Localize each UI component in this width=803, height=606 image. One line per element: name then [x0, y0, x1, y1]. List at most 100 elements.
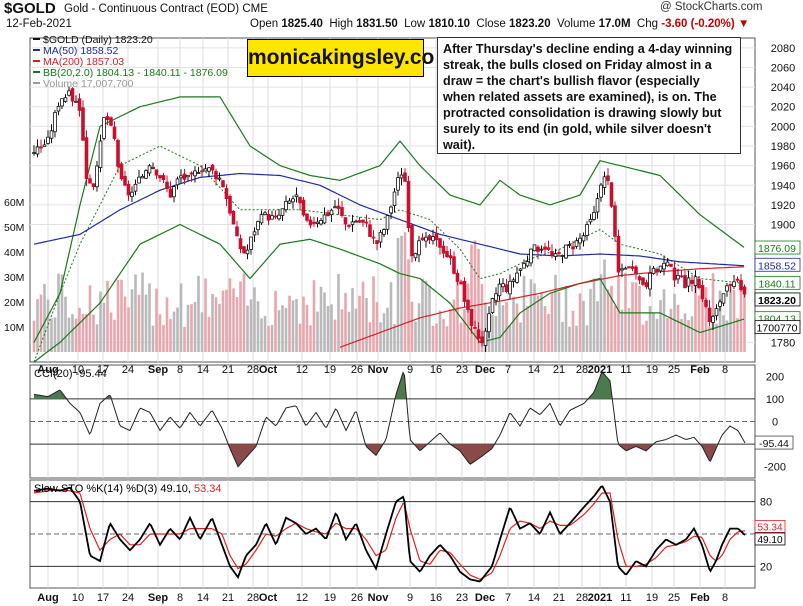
volume-bar	[599, 274, 603, 352]
volume-bar	[417, 303, 421, 352]
sto-value-box	[754, 519, 786, 533]
legend-swatch	[33, 71, 40, 73]
volume-bar	[298, 323, 302, 352]
cci-oversold-fill	[451, 444, 495, 465]
candle-body	[581, 235, 586, 242]
candle-body	[147, 165, 152, 174]
candle-body	[263, 212, 267, 216]
volume-bar	[235, 297, 239, 352]
volume-bar	[431, 325, 435, 352]
volume-bar	[326, 305, 330, 352]
x-tick-label-price: Sep	[148, 364, 168, 376]
candle-body	[305, 213, 309, 221]
volume-bar	[403, 232, 407, 352]
volume-bar	[407, 259, 410, 352]
volume-bar	[718, 290, 722, 352]
candle-body	[154, 169, 159, 176]
sto-value-label: 49.10	[757, 535, 782, 546]
volume-bar	[46, 299, 50, 352]
x-tick-label-price: Oct	[259, 364, 278, 376]
volume-bar	[435, 323, 438, 352]
volume-bar	[557, 292, 561, 352]
volume-bar	[382, 313, 386, 352]
x-tick-label-price: 10	[72, 364, 84, 376]
volume-bar	[585, 325, 589, 352]
volume-bar	[36, 299, 39, 352]
candle-body	[46, 136, 50, 144]
x-tick-label-bottom: 17	[97, 592, 109, 604]
volume-bar	[610, 285, 613, 352]
x-tick-label-price: 28	[247, 364, 259, 376]
candle-body	[133, 183, 138, 192]
x-tick-label-bottom: 19	[324, 592, 336, 604]
candle-body	[200, 170, 204, 173]
volume-bar	[564, 285, 568, 352]
volume-bar	[592, 278, 596, 352]
x-tick-label-bottom: 10	[72, 592, 84, 604]
candle-body	[711, 315, 715, 323]
volume-bar	[421, 278, 424, 352]
volume-bar	[284, 308, 288, 352]
volume-bar	[459, 322, 463, 352]
candle-body	[697, 278, 701, 289]
candle-body	[84, 137, 89, 180]
x-tick-label-bottom: Dec	[475, 592, 495, 604]
volume-bar	[249, 299, 253, 352]
sto-title-part: 53.34	[194, 483, 222, 495]
candle-body	[574, 240, 579, 247]
candle-body	[672, 267, 677, 281]
candle-body	[301, 199, 306, 216]
candle-body	[725, 285, 729, 292]
volume-bar	[704, 287, 708, 352]
candle-body	[434, 233, 439, 241]
x-tick-label-bottom: 23	[456, 592, 468, 604]
candle-body	[137, 176, 141, 184]
sto-d-line	[33, 489, 746, 580]
annotation-box: After Thursday's decline ending a 4-day …	[437, 37, 741, 154]
volume-bar	[449, 309, 452, 352]
candle-body	[714, 308, 719, 317]
volume-bar	[109, 312, 113, 352]
candle-body	[193, 170, 197, 177]
candle-body	[413, 253, 418, 259]
candle-body	[151, 166, 155, 169]
candle-body	[424, 236, 428, 242]
candle-body	[224, 188, 229, 199]
volume-bar	[333, 319, 337, 352]
candle-body	[382, 229, 386, 235]
volume-bar	[596, 301, 599, 352]
volume-bar	[473, 240, 477, 352]
candle-body	[529, 248, 533, 264]
candle-body	[739, 280, 743, 291]
x-tick-label-bottom: 14	[197, 592, 209, 604]
candle-body	[532, 244, 537, 252]
volume-bar	[743, 292, 746, 352]
x-tick-label-bottom: 21	[553, 592, 565, 604]
value-label-box	[754, 320, 801, 335]
x-tick-label-price: 26	[351, 364, 363, 376]
volume-bar	[550, 292, 554, 352]
candle-body	[420, 237, 425, 241]
watermark-banner: monicakingsley.co	[247, 39, 434, 77]
candle-body	[445, 250, 449, 258]
candle-body	[259, 214, 264, 224]
candle-body	[620, 268, 624, 271]
candle-body	[553, 253, 558, 257]
volume-bar	[120, 279, 123, 352]
candle-body	[634, 266, 638, 275]
volume-tick-label: 30M	[4, 272, 24, 284]
volume-bar	[358, 295, 361, 352]
x-tick-label-price: Nov	[368, 364, 390, 376]
candle-body	[399, 174, 404, 179]
x-tick-label-bottom: 28	[247, 592, 259, 604]
candle-body	[144, 170, 148, 179]
candle-body	[676, 274, 680, 280]
x-tick-label-bottom: 8	[722, 592, 728, 604]
open-label: Open	[250, 18, 279, 30]
volume-bar	[253, 287, 256, 352]
candle-body	[658, 265, 663, 272]
volume-label: Volume	[557, 18, 596, 30]
candle-body	[560, 254, 565, 257]
x-tick-label-bottom: 2021	[588, 592, 612, 604]
candle-body	[483, 330, 488, 346]
